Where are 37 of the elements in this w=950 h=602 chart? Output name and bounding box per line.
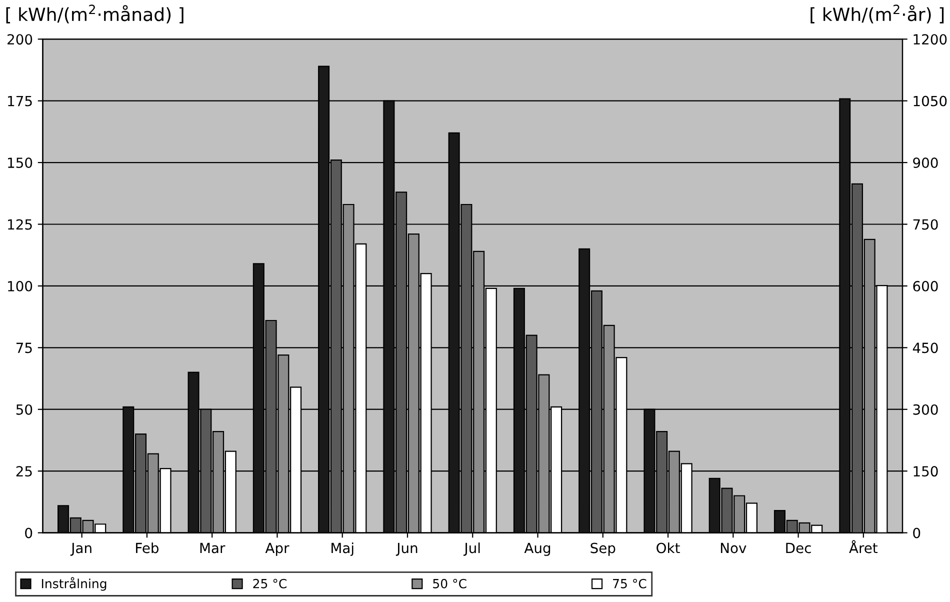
y2-axis-title: [ kWh/(m$^{2}$·år) ] — [810, 4, 944, 24]
y-tick-label: 50 — [16, 404, 32, 415]
legend-label: 25 °C — [253, 578, 286, 588]
x-tick-label: Nov — [720, 542, 746, 554]
y2-tick-label: 150 — [914, 466, 938, 477]
y-tick-label: 0 — [25, 528, 32, 538]
legend-label: Instrålning — [42, 577, 106, 591]
y-tick-label: 200 — [8, 34, 32, 45]
x-tick-label: Maj — [332, 542, 354, 556]
y-tick-label: 100 — [8, 280, 32, 292]
x-tick-label: Jul — [464, 542, 480, 556]
x-tick-label: Okt — [656, 542, 680, 554]
x-tick-label: Aug — [524, 542, 550, 556]
y2-tick-label: 450 — [912, 342, 938, 354]
x-tick-label: Året — [849, 540, 878, 554]
y-tick-label: 75 — [16, 342, 32, 354]
x-tick-label: Dec — [786, 542, 811, 554]
x-tick-label: Jan — [70, 542, 92, 556]
y-axis-title: [ kWh/(m$^{2}$·månad) ] — [6, 4, 184, 24]
x-tick-label: Jun — [396, 542, 418, 556]
y2-tick-label: 1050 — [914, 96, 947, 106]
y2-tick-label: 600 — [913, 280, 938, 292]
legend-label: 50 °C — [433, 578, 466, 588]
y2-tick-label: 300 — [913, 404, 938, 415]
y-tick-label: 150 — [8, 158, 32, 168]
x-tick-label: Sep — [590, 542, 616, 556]
x-tick-label: Mar — [200, 542, 226, 554]
y2-tick-label: 1200 — [914, 34, 947, 45]
y-tick-label: 175 — [8, 96, 32, 106]
y2-tick-label: 900 — [913, 158, 938, 168]
y2-tick-label: 750 — [913, 219, 938, 230]
y2-tick-label: 0 — [913, 528, 920, 538]
y-tick-label: 25 — [16, 466, 32, 477]
y-tick-label: 125 — [8, 219, 32, 230]
legend-label: 75 °C — [613, 578, 646, 588]
x-tick-label: Apr — [265, 542, 290, 556]
x-tick-label: Feb — [136, 542, 158, 554]
